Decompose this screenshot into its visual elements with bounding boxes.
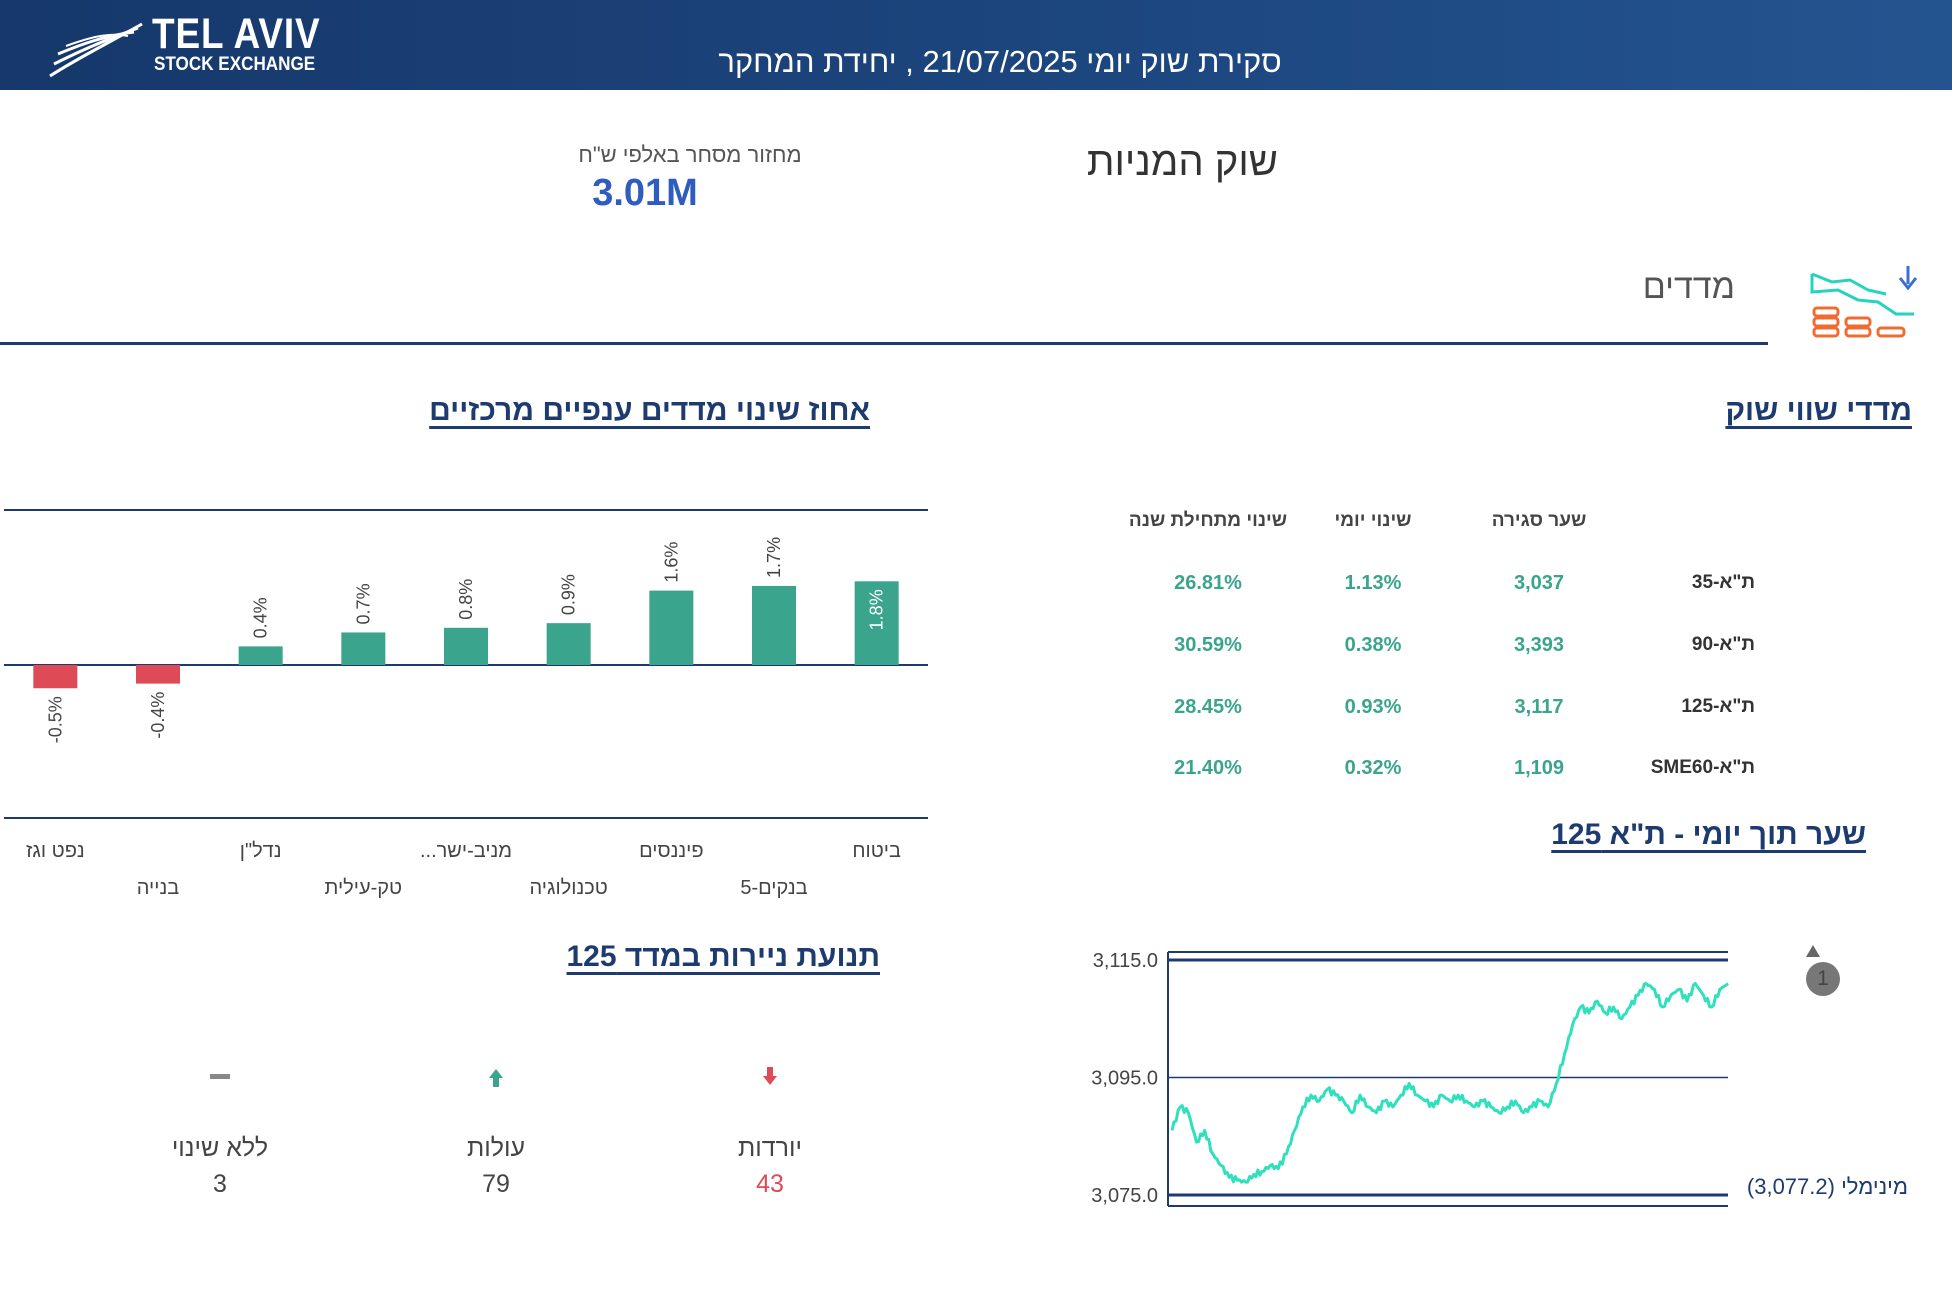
page-title: שוק המניות bbox=[1086, 140, 1278, 184]
sector-bar-chart: 1.8% ביטוח 1.7% בנקים-5 1.6% פיננסים 0.9% טכנול… bbox=[4, 509, 928, 899]
decliners-label: יורדות bbox=[738, 1134, 802, 1162]
index-ytd-change: 21.40% bbox=[1174, 757, 1242, 779]
bar[interactable] bbox=[33, 665, 78, 689]
bar[interactable] bbox=[136, 665, 180, 684]
no-change-icon bbox=[210, 1074, 230, 1079]
bar-value-label: 1.7% bbox=[764, 537, 784, 578]
bar-value-label: 0.9% bbox=[559, 574, 579, 615]
intraday-line-chart: 3,075.0 3,095.0 3,115.0 bbox=[1091, 950, 1730, 1207]
index-ytd-change: 30.59% bbox=[1174, 634, 1242, 656]
turnover-label: מחזור מסחר באלפי ש"ח bbox=[578, 142, 802, 167]
index-daily-change: 1.13% bbox=[1344, 572, 1402, 594]
report-title: סקירת שוק יומי 21/07/2025 , יחידת המחקר bbox=[718, 44, 1282, 79]
category-label: בנייה bbox=[137, 877, 179, 899]
bar-value-label: -0.5% bbox=[45, 696, 65, 743]
index-name: ת"א-35 bbox=[1691, 572, 1755, 593]
index-close: 1,109 bbox=[1513, 757, 1565, 779]
tase-logo[interactable]: TEL AVIV STOCK EXCHANGE bbox=[48, 10, 321, 80]
bar[interactable] bbox=[238, 646, 283, 665]
bar-value-label: 1.8% bbox=[867, 589, 887, 630]
index-name: ת"א-SME60 bbox=[1650, 757, 1755, 778]
intraday-chart-title: שער תוך יומי - ת"א 125 bbox=[1551, 818, 1866, 851]
bar[interactable] bbox=[444, 627, 488, 665]
annotation-badge[interactable]: 1 bbox=[1806, 962, 1840, 996]
category-label: בנקים-5 bbox=[740, 877, 807, 899]
index-daily-change: 0.93% bbox=[1344, 696, 1402, 718]
index-daily-change: 0.32% bbox=[1344, 757, 1402, 779]
y-tick-label: 3,075.0 bbox=[1091, 1185, 1158, 1207]
advancers-label: עולות bbox=[466, 1134, 526, 1162]
y-tick-label: 3,115.0 bbox=[1093, 950, 1158, 972]
bar[interactable] bbox=[341, 632, 386, 665]
col-ytd-header: שינוי מתחילת שנה bbox=[1128, 510, 1288, 531]
index-name: ת"א-125 bbox=[1681, 696, 1755, 717]
category-label: נדל"ן bbox=[240, 840, 282, 862]
arrow-down-icon bbox=[763, 1067, 777, 1085]
category-label: ביטוח bbox=[852, 840, 901, 862]
category-label: נפט וגז bbox=[26, 840, 85, 862]
intraday-price-line[interactable] bbox=[1170, 982, 1730, 1184]
index-ytd-change: 28.45% bbox=[1174, 696, 1242, 718]
advancers-count: 79 bbox=[482, 1170, 510, 1198]
bar[interactable] bbox=[649, 590, 694, 665]
category-label: פיננסים bbox=[639, 840, 703, 862]
tase-logo-mark-icon bbox=[49, 22, 143, 78]
category-label: מניב-ישר... bbox=[420, 840, 512, 862]
bar[interactable] bbox=[546, 623, 591, 665]
bar-value-label: 0.8% bbox=[456, 579, 476, 620]
market-indices-title: מדדי שווי שוק bbox=[1725, 394, 1912, 427]
bar-value-label: 0.4% bbox=[251, 597, 271, 638]
bar-value-label: 1.6% bbox=[661, 542, 681, 583]
indices-chart-icon bbox=[1810, 266, 1918, 338]
y-tick-label: 3,095.0 bbox=[1091, 1068, 1158, 1090]
col-close-header: שער סגירה bbox=[1491, 510, 1587, 531]
arrow-up-icon bbox=[489, 1069, 503, 1087]
index-name: ת"א-90 bbox=[1691, 634, 1755, 655]
index-ytd-change: 26.81% bbox=[1174, 572, 1242, 594]
min-value-label: מינימלי (3,077.2) bbox=[1746, 1174, 1908, 1199]
bar[interactable] bbox=[752, 585, 796, 665]
movement-title: תנועת ניירות במדד 125 bbox=[566, 940, 881, 973]
index-daily-change: 0.38% bbox=[1344, 634, 1402, 656]
section-divider bbox=[0, 342, 1768, 345]
decliners-count: 43 bbox=[756, 1170, 784, 1198]
triangle-up-icon[interactable] bbox=[1805, 944, 1821, 958]
section-title: מדדים bbox=[1642, 268, 1735, 306]
top-header-bar: TEL AVIV STOCK EXCHANGE סקירת שוק יומי 2… bbox=[0, 0, 1952, 90]
bar-value-label: -0.4% bbox=[148, 692, 168, 739]
index-close: 3,393 bbox=[1513, 634, 1565, 656]
turnover-value: 3.01M bbox=[592, 172, 698, 214]
logo-name: TEL AVIV bbox=[152, 10, 321, 58]
unchanged-count: 3 bbox=[213, 1170, 227, 1198]
category-label: טק-עילית bbox=[325, 877, 403, 899]
col-daily-header: שינוי יומי bbox=[1334, 510, 1412, 531]
index-close: 3,117 bbox=[1514, 696, 1564, 718]
bar[interactable] bbox=[854, 581, 899, 665]
logo-subtitle: STOCK EXCHANGE bbox=[154, 54, 316, 75]
bar-value-label: 0.7% bbox=[353, 583, 373, 624]
sector-chart-title: אחוז שינוי מדדים ענפיים מרכזיים bbox=[429, 394, 870, 427]
index-close: 3,037 bbox=[1513, 572, 1565, 594]
category-label: טכנולוגיה bbox=[530, 877, 608, 899]
unchanged-label: ללא שינוי bbox=[171, 1134, 269, 1162]
